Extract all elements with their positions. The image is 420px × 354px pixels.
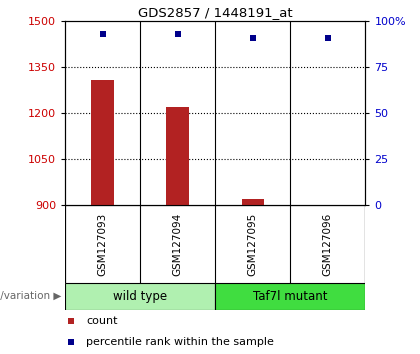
Text: wild type: wild type (113, 290, 167, 303)
Text: percentile rank within the sample: percentile rank within the sample (86, 337, 274, 347)
Bar (215, 283, 365, 310)
Text: GSM127094: GSM127094 (173, 213, 183, 276)
Bar (65, 205, 365, 283)
Bar (241, 199, 264, 205)
Bar (166, 107, 189, 205)
Text: count: count (86, 316, 118, 326)
Text: GSM127093: GSM127093 (97, 213, 108, 276)
Text: Taf7l mutant: Taf7l mutant (253, 290, 328, 303)
Text: genotype/variation ▶: genotype/variation ▶ (0, 291, 61, 302)
Text: GSM127096: GSM127096 (323, 213, 333, 276)
Title: GDS2857 / 1448191_at: GDS2857 / 1448191_at (138, 6, 293, 19)
Bar (92, 80, 114, 205)
Bar (65, 283, 215, 310)
Text: GSM127095: GSM127095 (248, 213, 258, 276)
